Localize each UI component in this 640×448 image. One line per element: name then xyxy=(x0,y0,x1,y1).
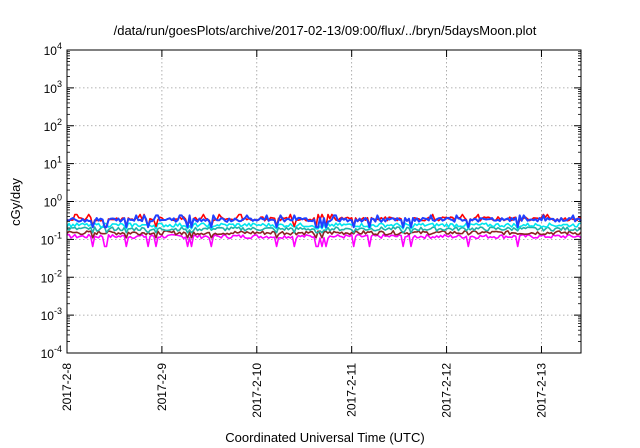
y-tick-exponent: -3 xyxy=(54,306,62,316)
x-tick-label: 2017-2-9 xyxy=(155,363,169,411)
x-tick-label: 2017-2-13 xyxy=(534,363,548,418)
y-tick-base: 10 xyxy=(44,158,58,172)
y-tick-label: 10-1 xyxy=(41,230,62,247)
chart-title: /data/run/goesPlots/archive/2017-02-13/0… xyxy=(114,23,537,38)
y-tick-label: 102 xyxy=(44,117,62,134)
y-tick-exponent: -2 xyxy=(54,268,62,278)
y-tick-base: 10 xyxy=(41,347,55,361)
y-axis-label: cGy/day xyxy=(8,178,23,226)
x-tick-label: 2017-2-10 xyxy=(250,363,264,418)
x-axis: 2017-2-8 2017-2-9 2017-2-10 2017-2-11 2017-2… xyxy=(60,50,548,418)
y-tick-label: 10-3 xyxy=(41,306,62,323)
y-tick-base: 10 xyxy=(44,44,58,58)
x-axis-label: Coordinated Universal Time (UTC) xyxy=(225,430,424,445)
series-line xyxy=(66,230,582,239)
y-tick-base: 10 xyxy=(41,233,55,247)
y-tick-exponent: 4 xyxy=(57,41,62,51)
y-tick-base: 10 xyxy=(41,271,55,285)
y-tick-label: 10-4 xyxy=(41,344,62,361)
y-tick-base: 10 xyxy=(44,120,58,134)
y-tick-label: 10-2 xyxy=(41,268,62,285)
series-line xyxy=(66,222,582,230)
grid xyxy=(67,50,581,353)
y-tick-label: 101 xyxy=(44,155,62,172)
series-line xyxy=(66,214,582,229)
y-tick-exponent: -1 xyxy=(54,230,62,240)
y-tick-base: 10 xyxy=(44,196,58,210)
y-tick-exponent: 1 xyxy=(57,155,62,165)
y-tick-label: 100 xyxy=(44,193,62,210)
series-layer xyxy=(66,213,582,248)
series-line xyxy=(66,233,582,248)
y-tick-base: 10 xyxy=(44,82,58,96)
y-tick-base: 10 xyxy=(41,309,55,323)
x-tick-label: 2017-2-11 xyxy=(345,363,359,417)
y-tick-exponent: 2 xyxy=(57,117,62,127)
y-tick-label: 103 xyxy=(44,79,62,96)
series-line xyxy=(66,226,582,234)
y-tick-label: 104 xyxy=(44,41,62,58)
y-tick-exponent: 0 xyxy=(57,193,62,203)
x-tick-label: 2017-2-12 xyxy=(440,363,454,418)
y-tick-exponent: -4 xyxy=(54,344,62,354)
y-tick-exponent: 3 xyxy=(57,79,62,89)
x-tick-label: 2017-2-8 xyxy=(60,363,74,411)
